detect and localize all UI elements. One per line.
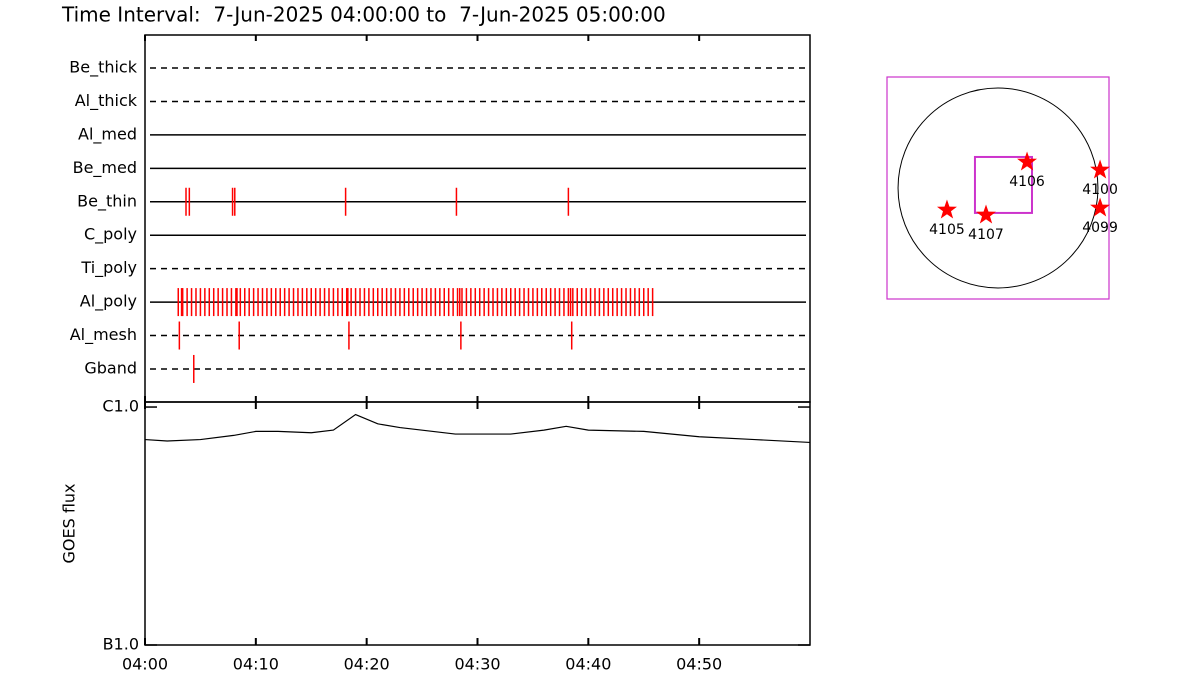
row-label: Be_thick	[69, 58, 137, 78]
region-label: 4100	[1082, 182, 1118, 198]
row-label: Gband	[84, 358, 137, 377]
row-label: Be_thin	[77, 191, 137, 211]
region-label: 4099	[1082, 220, 1118, 236]
region-label: 4106	[1009, 174, 1045, 190]
x-tick-label: 04:40	[565, 655, 611, 674]
y-axis-label: GOES flux	[60, 483, 79, 563]
x-tick-label: 04:20	[344, 655, 390, 674]
y-tick-label: C1.0	[102, 397, 139, 416]
row-label: C_poly	[84, 225, 137, 245]
x-tick-label: 04:10	[233, 655, 279, 674]
row-label: Al_mesh	[70, 325, 137, 345]
x-tick-label: 04:00	[122, 655, 168, 674]
region-label: 4107	[968, 227, 1004, 243]
row-label: Al_thick	[75, 91, 138, 111]
map-frame	[886, 76, 1110, 300]
x-tick-label: 04:30	[454, 655, 500, 674]
x-tick-label: 04:50	[676, 655, 722, 674]
panel-frame	[144, 34, 811, 403]
region-star	[976, 204, 996, 224]
row-label: Ti_poly	[80, 258, 137, 278]
page-title: Time Interval: 7-Jun-2025 04:00:00 to 7-…	[61, 3, 666, 27]
solar-limb	[897, 87, 1099, 289]
region-star	[1090, 197, 1111, 217]
region-star	[1090, 159, 1111, 179]
field-of-view	[973, 155, 1033, 214]
region-star	[1017, 151, 1038, 171]
row-label: Be_med	[73, 158, 137, 178]
panel-frame	[144, 401, 811, 646]
region-star	[936, 199, 957, 219]
row-label: Al_poly	[80, 292, 137, 312]
region-label: 4105	[929, 222, 965, 238]
y-tick-label: B1.0	[103, 635, 139, 654]
flux-line	[144, 413, 811, 444]
row-label: Al_med	[78, 124, 137, 144]
